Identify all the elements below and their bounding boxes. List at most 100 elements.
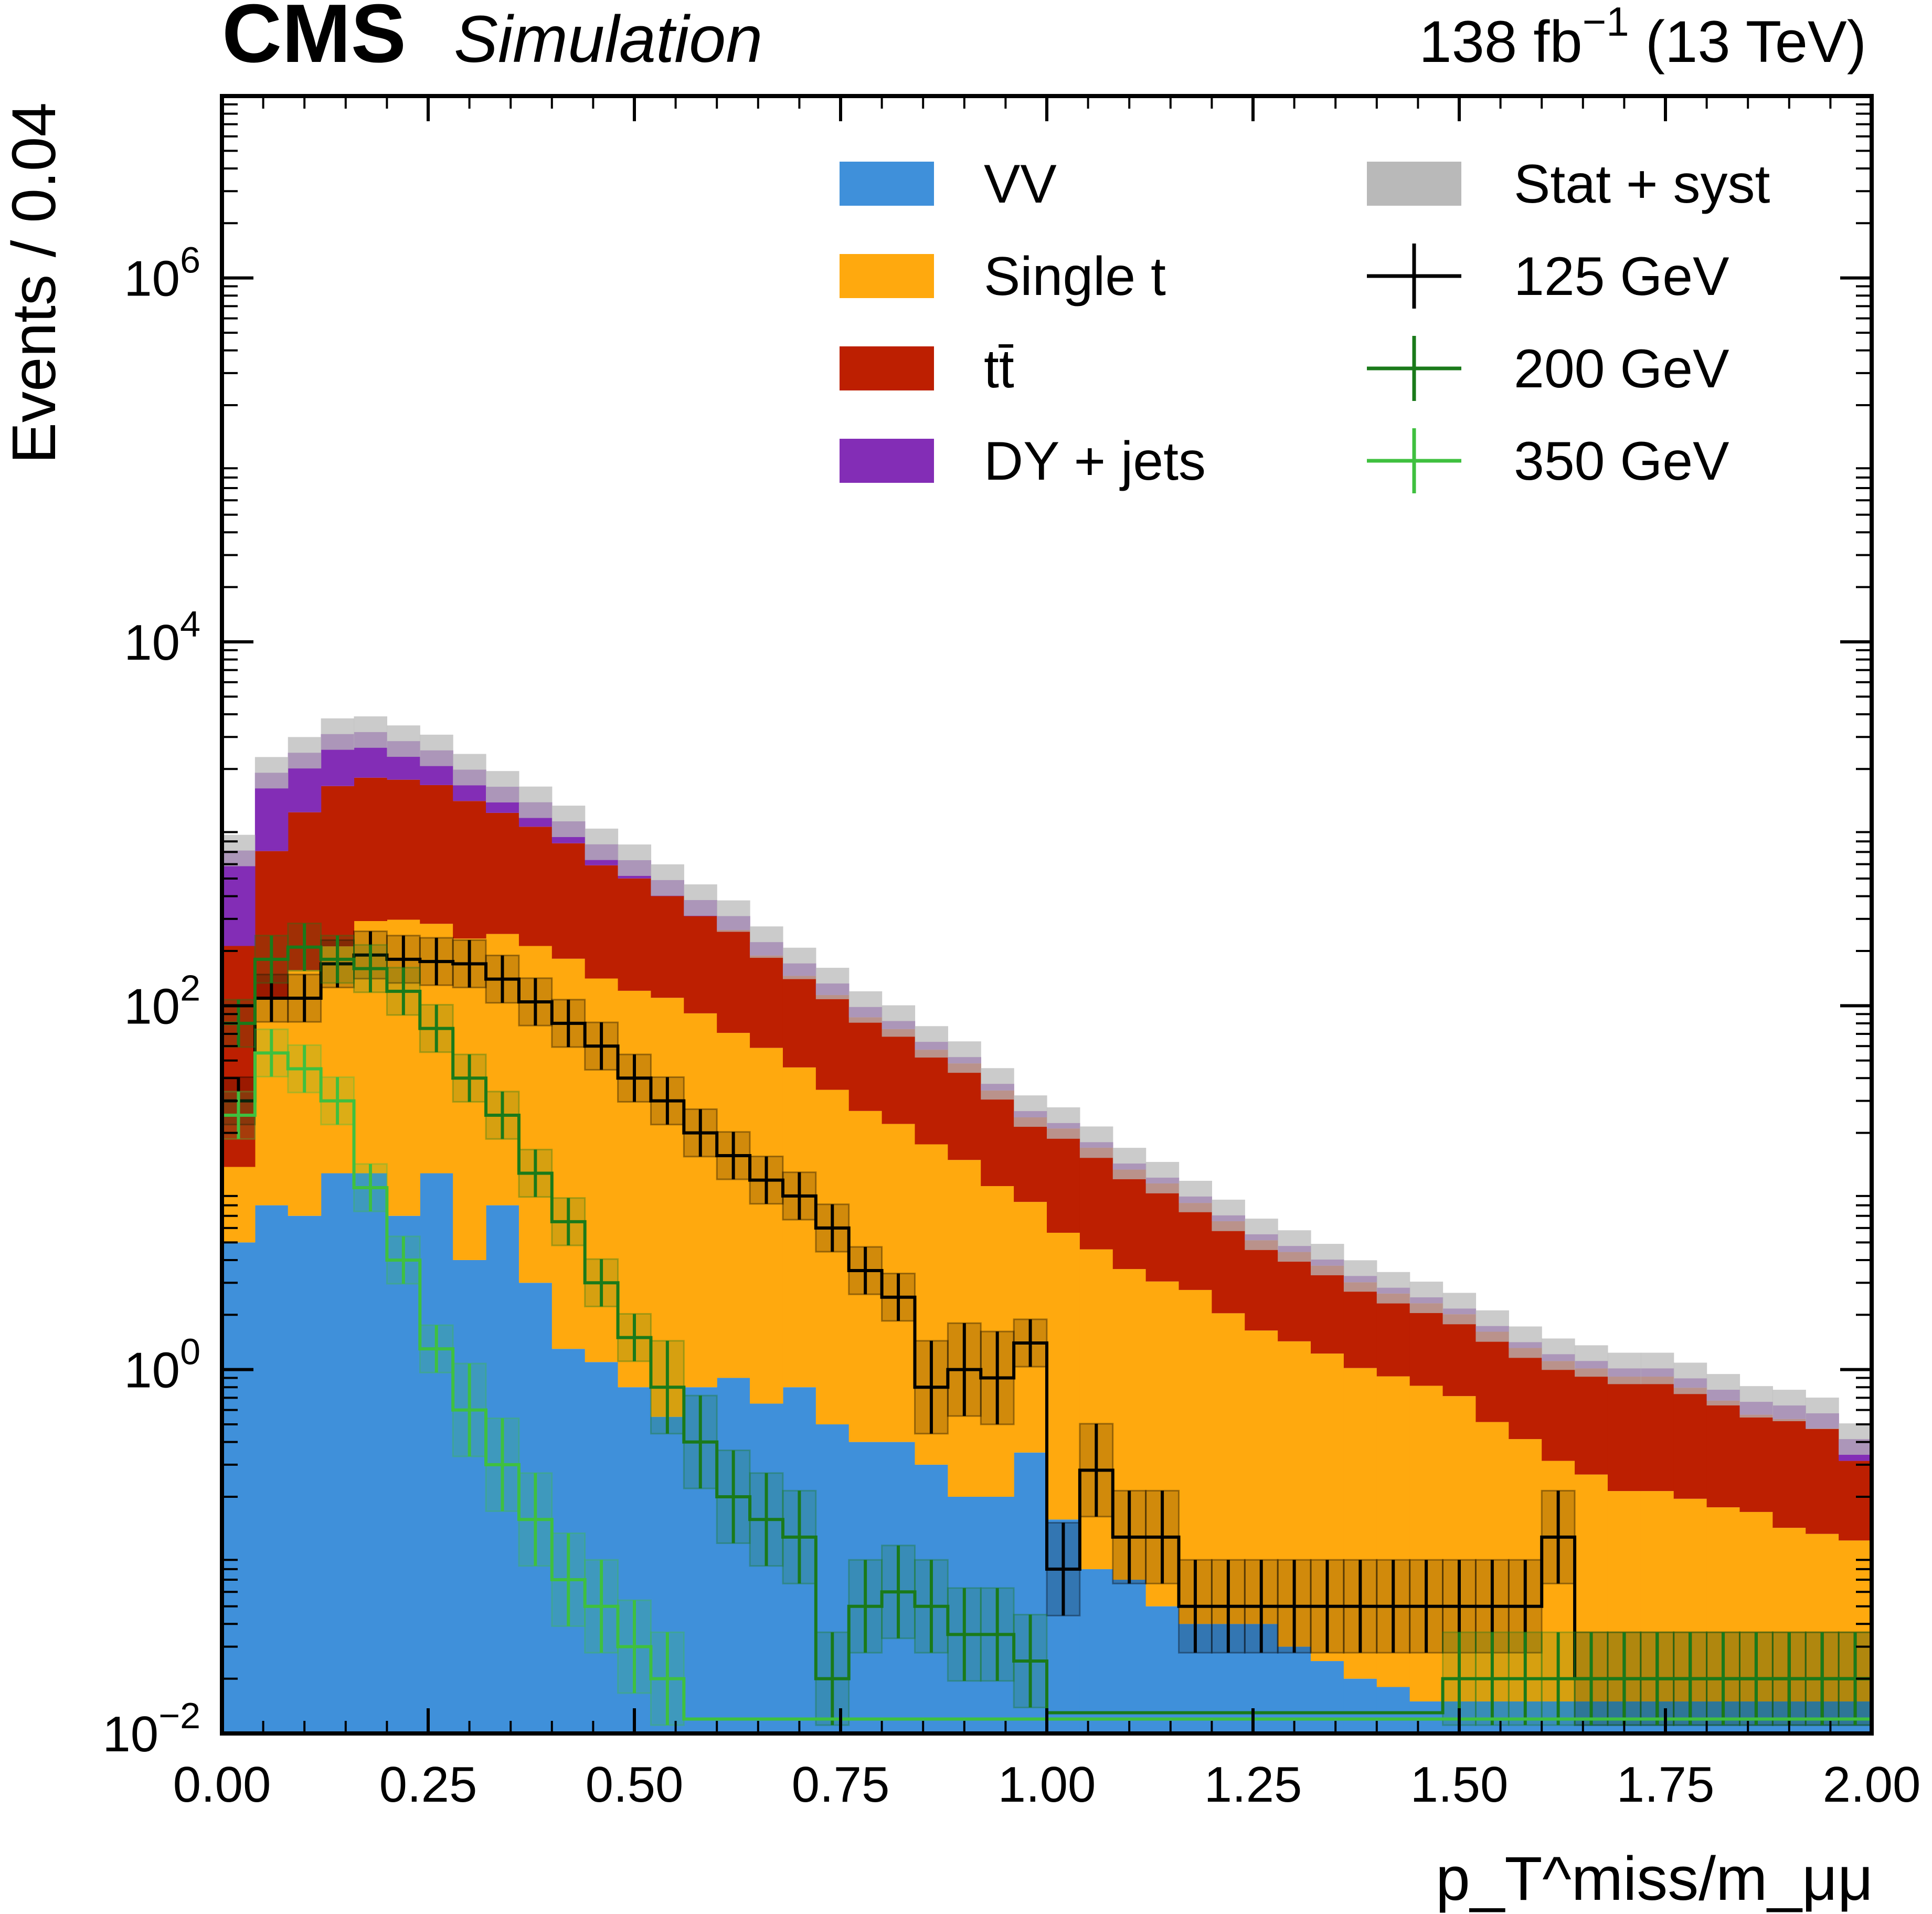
legend-entry-ttbar: tt̄ [840,339,1014,399]
ttbar-bar [1212,1221,1245,1314]
legend-entry-dy: DY + jets [840,431,1206,492]
unc-band-bin [684,884,717,916]
unc-band-bin [1014,1095,1047,1127]
ttbar-bar [1706,1400,1740,1508]
legend-label-sig125: 125 GeV [1514,246,1729,307]
legend-entry-unc: Stat + syst [1367,154,1770,215]
ttbar-bar [815,995,850,1090]
ttbar-bar [1542,1361,1575,1461]
ttbar-bar [1079,1147,1113,1250]
single_t-bar [684,1013,717,1388]
ttbar-bar [387,779,420,920]
legend-entry-sig350: 350 GeV [1367,428,1729,493]
vv-bar [717,1378,750,1733]
ttbar-bar [915,1050,948,1145]
y-tick-exp: 2 [180,967,200,1008]
ttbar-bar [1739,1414,1773,1512]
unc-band-bin [1245,1218,1278,1250]
unc-band-bin [915,1026,948,1058]
sig200-step-line [222,945,1872,1715]
vv-bar [1079,1569,1113,1733]
ttbar-bar [1047,1128,1080,1233]
ttbar-bar [1442,1314,1477,1397]
ttbar-bar [420,785,453,924]
unc-band-bin [288,737,322,769]
ttbar-bar [453,801,486,939]
unc-band-bin [486,771,519,803]
unc-band-bin [782,947,816,979]
ttbar-bar [981,1090,1014,1187]
vv-bar [750,1403,783,1733]
x-tick-label: 0.00 [173,1757,271,1813]
single_t-bar [815,1090,850,1425]
x-tick-label: 1.25 [1204,1757,1302,1813]
ttbar-bar [1376,1293,1410,1377]
ttbar-bar [1607,1377,1641,1492]
uncertainty-band-layer [222,716,1872,1455]
ttbar-bar [882,1029,916,1124]
signal-layer [221,922,1873,1726]
unc-band-bin [1839,1423,1872,1455]
unc-band-bin [585,828,619,860]
vv-bar [1376,1687,1410,1733]
y-tick-base: 10 [124,251,180,307]
unc-band-bin [254,757,289,789]
vv-bar [387,1215,420,1733]
legend-swatch-dy [840,439,934,483]
single_t-bar [717,1033,750,1378]
ttbar-bar [1640,1377,1674,1492]
y-tick-base: 10 [102,1706,158,1762]
legend-label-unc: Stat + syst [1514,154,1770,215]
simulation-label: Simulation [454,2,762,76]
vv-bar [254,1205,289,1733]
legend-label-sig200: 200 GeV [1514,339,1729,399]
y-tick-label: 100 [124,1331,200,1399]
y-tick-label: 106 [124,240,200,307]
ttbar-bar [551,843,586,959]
vv-bar [321,1173,355,1733]
vv-bar [222,1242,256,1733]
single_t-bar [1409,1386,1443,1701]
ttbar-bar [1806,1428,1839,1534]
unc-band-bin [1739,1386,1773,1418]
legend-label-single_t: Single t [984,246,1166,307]
x-tick-label: 0.25 [379,1757,477,1813]
unc-band-bin [882,1005,916,1037]
ttbar-bar [1145,1183,1180,1282]
dy-bar [222,850,256,946]
x-tick-label: 1.50 [1410,1757,1509,1813]
ttbar-bar [782,976,816,1067]
unc-band-bin [453,754,486,786]
ttbar-bar [948,1063,981,1160]
unc-band-bin [420,734,453,766]
ttbar-bar [1509,1348,1542,1440]
energy-label: (13 TeV) [1646,9,1866,75]
stack-ttbar [222,777,1872,1541]
legend-label-vv: VV [984,154,1057,215]
x-tick-label: 2.00 [1823,1757,1921,1813]
unc-band-bin [1607,1352,1641,1384]
ttbar-bar [1839,1461,1872,1541]
unc-band-bin [1673,1362,1707,1394]
unc-band-bin [1542,1338,1575,1370]
unc-band-bin [1343,1260,1377,1292]
vv-bar [453,1260,486,1733]
unc-band-bin [1376,1272,1410,1304]
legend-entry-sig200: 200 GeV [1367,336,1729,401]
vv-bar [1343,1678,1377,1733]
axes-layer: 0.00 0.25 0.50 0.75 1.00 1.25 1.50 1.75 2.0010−2… [102,94,1921,1813]
lumi-label: 138 fb−1 (13 TeV) [1419,0,1866,75]
unc-band-bin [387,725,420,757]
unc-band-bin [750,926,783,958]
y-tick-label: 104 [124,604,200,671]
x-tick-label: 0.50 [586,1757,684,1813]
legend-label-sig350: 350 GeV [1514,431,1729,492]
legend-swatch-vv [840,162,934,206]
y-tick-exp: −2 [158,1695,200,1736]
cms-label: CMS [222,0,406,80]
single_t-bar [782,1067,816,1388]
y-tick-exp: 4 [180,604,200,644]
legend: VV Single t tt̄ DY + jets Stat + syst 125 GeV… [840,154,1770,493]
legend-label-dy: DY + jets [984,431,1206,492]
legend-swatch-ttbar [840,346,934,390]
